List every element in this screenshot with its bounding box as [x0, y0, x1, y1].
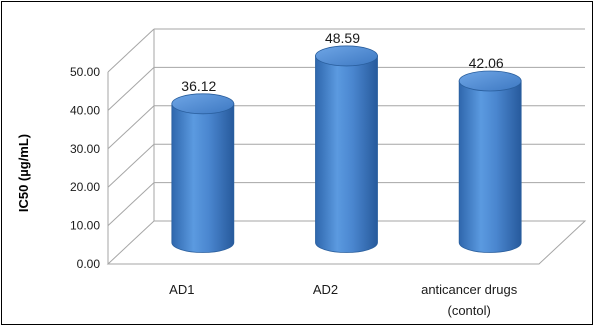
bar-body	[458, 80, 522, 253]
gridline-side	[107, 182, 155, 226]
bar-1	[171, 93, 235, 253]
y-tick-label: 40.00	[70, 103, 100, 117]
bar-body	[171, 103, 235, 253]
bar-2	[315, 45, 378, 253]
gridline-side	[107, 28, 155, 73]
bar-body	[315, 55, 378, 253]
x-category-label: AD1	[169, 282, 194, 297]
y-axis-ticks: 0.00 10.00 20.00 30.00 40.00 50.00	[70, 65, 100, 271]
y-axis-title: IC50 (µg/mL)	[16, 134, 31, 212]
x-category-label: AD2	[313, 282, 338, 297]
x-category-label: anticancer drugs (contol)	[421, 282, 518, 318]
x-axis-categories: AD1 AD2 anticancer drugs (contol)	[169, 282, 518, 318]
data-labels: 36.12 48.59 42.06	[181, 30, 504, 94]
bars	[171, 45, 522, 253]
bar-top	[458, 70, 522, 92]
gridline-side	[107, 67, 155, 111]
gridline-side	[107, 143, 155, 188]
chart-walls	[106, 29, 587, 265]
bar-top	[315, 45, 378, 67]
bar-top	[171, 93, 235, 115]
y-tick-label: 0.00	[77, 257, 101, 271]
y-tick-label: 30.00	[70, 142, 100, 156]
gridline-side	[107, 105, 155, 150]
data-label: 36.12	[181, 78, 216, 94]
y-tick-label: 20.00	[70, 180, 100, 194]
data-label: 48.59	[325, 30, 360, 46]
y-tick-label: 50.00	[70, 65, 100, 79]
data-label: 42.06	[469, 55, 504, 71]
y-tick-label: 10.00	[70, 219, 100, 233]
bar-3	[458, 70, 522, 253]
floor	[106, 220, 587, 265]
